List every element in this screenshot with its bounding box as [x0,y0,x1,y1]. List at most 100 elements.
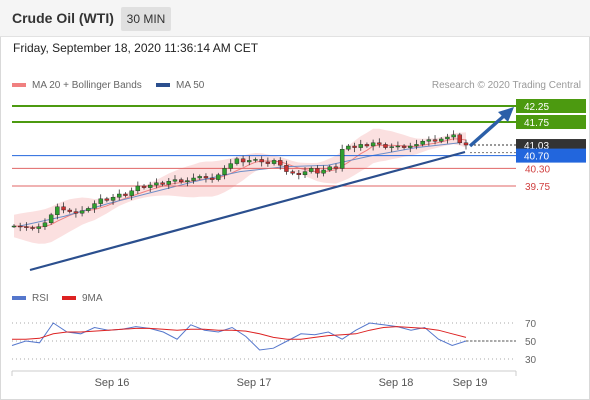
level-tag-40-70 [516,148,586,163]
candle-body [247,160,252,163]
candle-body [352,145,357,148]
candle-body [110,196,116,201]
candle-body [178,179,184,183]
rsi-level-label-50: 50 [525,337,537,348]
candle-body [321,169,326,174]
candle-body [135,185,141,191]
candle-body [290,171,295,174]
candle-body [141,185,147,188]
candle-body [11,225,17,228]
candle-body [48,214,54,224]
candle-body [432,139,438,142]
candle-body [309,168,314,172]
candle-body [420,140,425,145]
bollinger-band-area [14,128,466,244]
candle-body [451,134,456,138]
candle-body [278,160,283,166]
candle-body [414,144,419,147]
candle-body [61,206,66,211]
candle-body [203,176,209,179]
candle-body [395,145,401,148]
trend-line [29,150,466,272]
instrument-title: Crude Oil (WTI) [12,10,114,26]
level-label-39-75: 39.75 [525,182,550,193]
rsi-level-label-70: 70 [525,319,537,330]
candle-body [383,144,388,148]
level-tag-42-25 [516,99,586,113]
candle-body [86,208,91,211]
legend-9ma-label: 9MA [82,293,103,304]
candle-body [222,168,227,175]
timeframe-badge[interactable]: 30 MIN [121,7,171,31]
candle-body [445,136,450,140]
x-tick-label: Sep 16 [95,377,130,389]
legend-ma50: MA 50 [156,80,204,91]
candle-body [30,227,35,229]
candle-body [339,148,345,169]
candle-body [67,209,72,212]
ma9-swatch [62,296,76,301]
last-price-tag [516,139,586,152]
candle-body [259,159,264,163]
candle-body [79,210,85,214]
candle-body [408,145,413,148]
credit-text: Research © 2020 Trading Central [431,80,581,91]
candle-body [98,198,103,204]
candle-body [148,184,153,188]
ma-bb-swatch [12,83,26,88]
candle-body [24,226,29,228]
candle-body [296,172,302,175]
last-price-label: 41.03 [524,141,549,152]
x-tick-label: Sep 17 [237,377,272,389]
rsi-swatch [12,296,26,301]
legend-9ma: 9MA [62,293,103,304]
candle-body [457,134,463,144]
level-label-41-75: 41.75 [524,118,549,129]
level-label-42-25: 42.25 [524,102,549,113]
candle-body [234,158,240,164]
candle-body [302,171,308,176]
level-label-40-70: 40.70 [524,152,549,163]
candle-body [333,166,339,169]
candle-body [166,180,171,185]
candle-body [129,190,134,196]
candle-body [240,158,246,163]
candle-body [92,203,97,209]
chart-datetime: Friday, September 18, 2020 11:36:14 AM C… [13,41,259,55]
forecast-arrow-head [498,107,514,122]
candle-body [253,159,258,161]
candle-body [271,160,277,164]
candle-body [160,182,165,185]
candle-body [17,225,23,228]
legend-ma50-label: MA 50 [176,80,205,91]
level-tag-41-75 [516,115,586,129]
candle-body [346,145,351,150]
chart-header: Crude Oil (WTI) 30 MIN [0,0,590,37]
candle-body [36,226,41,229]
rsi-line [11,322,467,351]
candle-body [55,206,60,216]
candle-body [197,176,202,179]
forecast-arrow-shaft [468,113,507,148]
candle-body [439,138,444,142]
candle-body [123,193,128,196]
candle-body [191,177,196,181]
level-label-40-30: 40.30 [525,164,550,175]
candle-body [315,168,320,174]
candle-body [154,182,159,186]
candle-body [389,146,394,148]
candle-body [358,144,363,148]
legend-rsi-label: RSI [32,293,49,304]
rsi-level-label-30: 30 [525,355,537,366]
candle-body [73,211,79,214]
x-tick-label: Sep 18 [379,377,414,389]
candle-body [401,145,407,148]
legend-ma-bb: MA 20 + Bollinger Bands [12,80,142,91]
candle-body [172,179,178,182]
candle-body [426,139,432,142]
candle-body [463,142,469,146]
candle-body [265,161,271,164]
ma50-swatch [156,83,170,88]
candle-body [327,166,332,171]
candle-body [377,142,382,145]
